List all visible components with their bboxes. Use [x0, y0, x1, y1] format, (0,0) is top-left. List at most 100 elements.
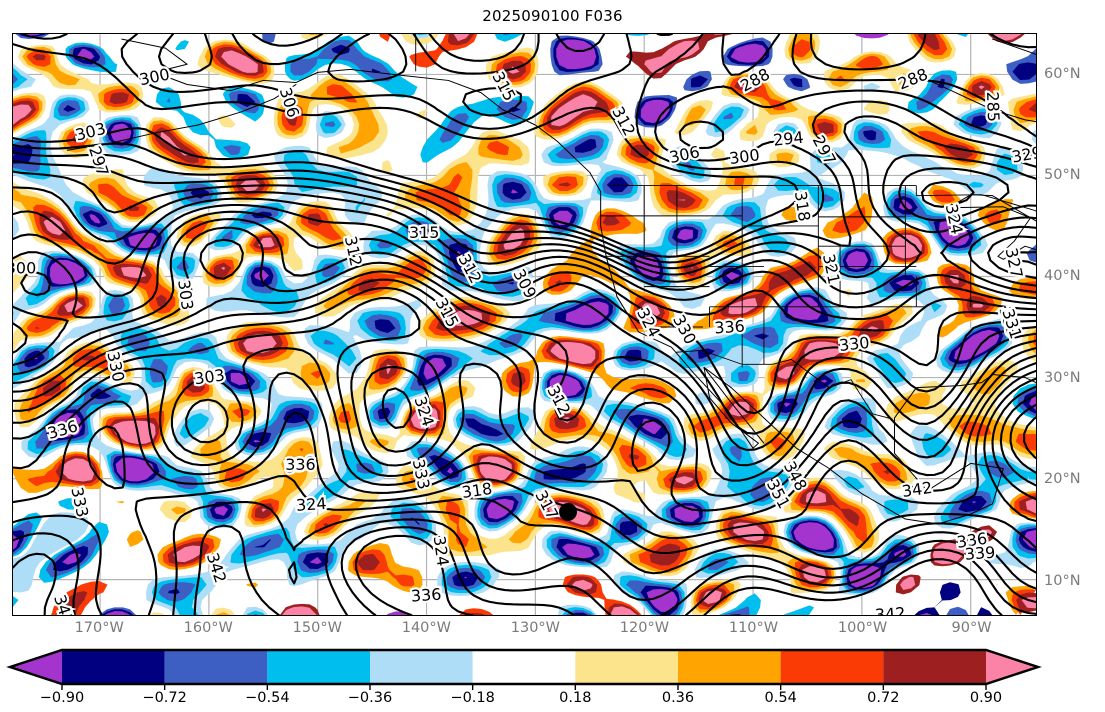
- station-marker-layer[interactable]: [559, 502, 578, 521]
- contour-line: [381, 387, 413, 429]
- shade-positive-054: [310, 370, 323, 379]
- shade-negative-072: [937, 78, 945, 89]
- lon-tick-label: 150°W: [292, 620, 342, 636]
- lon-tick-label: 160°W: [183, 620, 233, 636]
- shade-negative-018: [13, 94, 222, 282]
- contour-line: [13, 347, 1036, 526]
- contour-line: [898, 167, 1010, 222]
- shade-negative-072: [769, 486, 772, 488]
- shade-negative-018: [614, 119, 1024, 310]
- shade-negative-072: [506, 282, 515, 285]
- colorbar-tick-label: 0.18: [559, 690, 592, 706]
- shade-positive-054: [299, 448, 304, 452]
- shade-negative-036: [624, 34, 651, 36]
- colorbar-swatch-6: [678, 650, 781, 684]
- shade-positive-072: [666, 190, 696, 208]
- contour-label: 285: [981, 89, 1006, 125]
- shade-negative-072: [449, 242, 470, 273]
- contour-line: [13, 296, 1036, 512]
- contour-line: [324, 518, 612, 615]
- svg-text:327: 327: [1002, 246, 1027, 280]
- shade-positive-072: [917, 34, 940, 51]
- shade-negative-018: [13, 512, 89, 593]
- map-panel[interactable]: 300 303 297 306 315 312 288 288 285 294 300 306 297 3…: [12, 33, 1037, 616]
- shade-negative-054: [192, 425, 193, 427]
- shade-negative-072: [970, 115, 989, 127]
- shade-negative-054: [737, 370, 751, 382]
- shade-negative-090: [938, 221, 970, 246]
- shade-positive-090: [740, 82, 756, 89]
- colorbar[interactable]: −0.90 −0.72 −0.54 −0.36 −0.18 0.18 0.36 0.54 0.7…: [0, 645, 1105, 712]
- shade-positive-090: [261, 508, 267, 513]
- shade-positive-090: [712, 34, 725, 35]
- shade-positive-072: [358, 278, 380, 292]
- lat-tick-label: 60°N: [1044, 65, 1081, 82]
- contour-line: [630, 419, 671, 473]
- coastline-gulf-east: [893, 374, 1036, 525]
- shade-positive-072: [155, 294, 167, 308]
- shade-negative-036: [175, 40, 190, 51]
- contour-line: [791, 34, 1036, 138]
- shade-positive-036: [13, 341, 14, 345]
- shade-positive-072: [649, 543, 681, 566]
- shade-positive-036: [684, 105, 706, 126]
- svg-text:339: 339: [964, 543, 996, 564]
- shade-negative-090: [919, 612, 932, 615]
- shade-positive-090: [503, 228, 525, 250]
- colorbar-extend-max: [986, 650, 1038, 684]
- shade-negative-054: [439, 113, 470, 143]
- contour-line: [13, 115, 1036, 295]
- shade-negative-072: [690, 75, 708, 88]
- contour-line: [882, 154, 1036, 234]
- shade-negative-090: [565, 301, 609, 325]
- shade-negative-090: [253, 439, 262, 443]
- station-marker[interactable]: [559, 502, 578, 521]
- shade-positive-036: [776, 152, 794, 164]
- contour-line: [721, 34, 781, 76]
- contour-line: [21, 34, 68, 40]
- shade-positive-054: [410, 477, 417, 481]
- contour-label: 336: [408, 582, 444, 608]
- coastline-us-west-mexico: [600, 191, 939, 525]
- contour-line: [428, 34, 526, 62]
- shade-positive-018: [149, 612, 166, 615]
- shade-negative-072: [789, 77, 803, 88]
- border-us-canada-east: [915, 185, 1036, 213]
- shade-negative-036: [13, 312, 14, 316]
- shade-negative-072: [283, 408, 310, 424]
- shade-negative-036: [355, 196, 366, 215]
- colorbar-swatch-3: [370, 650, 473, 684]
- coastline-aleutians: [66, 84, 297, 151]
- shade-negative-090: [89, 214, 101, 224]
- shade-negative-072: [606, 177, 629, 193]
- colorbar-swatch-1: [164, 650, 268, 684]
- shade-positive-054: [486, 140, 510, 156]
- colorbar-swatches[interactable]: [0, 645, 1105, 690]
- contour-label: 329: [1008, 140, 1036, 168]
- svg-text:336: 336: [956, 529, 989, 552]
- contour-label: 300: [13, 256, 38, 279]
- colorbar-tick-label: 0.72: [867, 690, 900, 706]
- lat-tick-label: 30°N: [1044, 369, 1081, 386]
- shade-positive-072: [510, 371, 526, 389]
- shade-positive-018: [217, 115, 236, 128]
- svg-text:342: 342: [901, 478, 934, 501]
- shade-negative-036: [884, 499, 909, 516]
- contour-line: [13, 218, 1036, 435]
- shade-positive-054: [379, 34, 391, 42]
- coastline-layer: [66, 38, 1036, 525]
- contour-line: [13, 43, 800, 258]
- shade-negative-036: [931, 302, 942, 313]
- contour-line: [656, 34, 673, 37]
- shade-negative-072: [914, 582, 961, 615]
- contour-label: 336: [711, 314, 747, 340]
- shade-negative-018: [146, 440, 437, 615]
- contour-label: 336: [953, 527, 990, 555]
- shade-positive-090: [411, 407, 438, 430]
- shade-positive-036: [308, 34, 321, 35]
- colorbar-swatch-0: [62, 650, 165, 684]
- shade-negative-036: [968, 181, 984, 188]
- shade-negative-090: [562, 543, 595, 559]
- contour-line: [13, 514, 103, 615]
